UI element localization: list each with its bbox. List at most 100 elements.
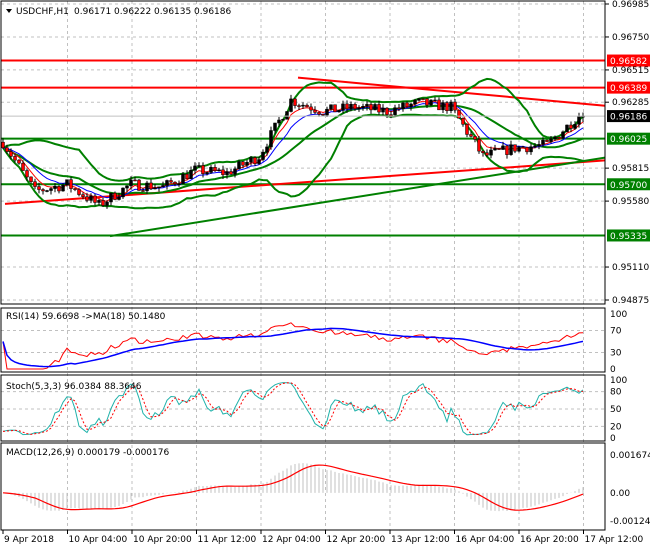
candle <box>1 141 5 149</box>
level-label-bg <box>607 81 650 94</box>
candle <box>237 161 241 170</box>
grid <box>1 1 605 530</box>
level-label-bg <box>607 132 650 145</box>
candle <box>229 171 233 175</box>
price-tick-label: 0.95110 <box>612 263 649 273</box>
level-label: 0.95335 <box>610 232 647 242</box>
candle <box>317 112 321 115</box>
candle <box>565 124 569 133</box>
candle <box>477 139 481 152</box>
candle <box>193 165 197 171</box>
candle <box>313 109 317 113</box>
candle <box>337 109 341 113</box>
candle <box>493 148 497 151</box>
stoch-signal-line <box>2 382 584 436</box>
candle <box>449 101 453 112</box>
candle <box>553 136 557 140</box>
rsi-tick-label: 100 <box>610 310 627 320</box>
price-pane[interactable] <box>1 59 606 238</box>
candle <box>377 104 381 113</box>
pane-frame <box>0 0 606 305</box>
stoch-label: Stoch(5,3,3) 96.0384 88.3646 <box>6 382 142 392</box>
candle <box>541 139 545 145</box>
x-tick-label: 12 Apr 04:00 <box>262 535 321 545</box>
rsi-tick-label: 70 <box>610 327 622 337</box>
candle <box>69 179 73 189</box>
candle <box>33 181 37 187</box>
candle <box>425 98 429 106</box>
candle <box>5 147 9 152</box>
candle <box>321 113 325 116</box>
candle <box>421 98 425 100</box>
bollinger-middle <box>2 104 584 195</box>
candle <box>253 157 257 164</box>
candle <box>169 180 173 183</box>
rsi-line <box>2 322 584 370</box>
candle <box>145 182 149 192</box>
price-tick-label: 0.96285 <box>612 98 649 108</box>
candle <box>21 162 25 171</box>
candle <box>89 195 93 201</box>
ohlc-high: 0.96222 <box>114 7 151 17</box>
ma-slow <box>2 102 584 199</box>
candle <box>177 183 181 185</box>
candle <box>497 148 501 150</box>
candle <box>325 108 329 116</box>
candle <box>261 151 265 160</box>
candle <box>513 144 517 152</box>
candle <box>281 119 285 121</box>
candle <box>481 150 485 154</box>
candle <box>249 157 253 163</box>
candle <box>525 147 529 153</box>
candle <box>465 124 469 135</box>
candle <box>121 187 125 198</box>
candle <box>49 188 53 191</box>
candle <box>341 103 345 111</box>
candle <box>545 139 549 142</box>
candle <box>461 118 465 125</box>
candle <box>309 106 313 111</box>
candle <box>245 162 249 166</box>
candle <box>65 179 69 186</box>
stoch-tick-label: 0 <box>610 434 616 444</box>
candle <box>569 124 573 129</box>
macd-tick-label: -0.001245 <box>610 517 650 527</box>
ohlc-low: 0.96135 <box>154 7 191 17</box>
candle <box>189 169 193 180</box>
candle <box>273 122 277 131</box>
candle <box>441 102 445 111</box>
price-tick-label: 0.96750 <box>612 33 649 43</box>
candle <box>417 98 421 101</box>
candle <box>25 170 29 178</box>
ohlc-open: 0.96171 <box>74 7 111 17</box>
candle <box>45 190 49 192</box>
collapse-triangle-icon[interactable] <box>6 9 12 13</box>
level-label-bg <box>607 54 650 67</box>
macd-label: MACD(12,26,9) 0.000179 -0.000176 <box>6 448 169 458</box>
candle <box>577 116 581 125</box>
candle <box>269 130 273 148</box>
candle <box>409 103 413 108</box>
stoch-tick-label: 20 <box>610 422 622 432</box>
stoch-tick-label: 50 <box>610 405 622 415</box>
level-label: 0.96582 <box>610 57 647 67</box>
level-label: 0.95700 <box>610 181 647 191</box>
candle <box>133 179 137 182</box>
candle <box>265 146 269 153</box>
candle <box>385 107 389 115</box>
candle <box>353 104 357 110</box>
trendline <box>4 159 606 205</box>
pane-frame <box>0 307 606 373</box>
candle <box>469 134 473 137</box>
candle <box>221 169 225 176</box>
candle <box>397 107 401 110</box>
candle <box>345 103 349 110</box>
candle <box>573 124 577 129</box>
candle <box>389 114 393 116</box>
candle <box>445 102 449 112</box>
stoch-main-line <box>2 382 584 436</box>
candle <box>509 144 513 155</box>
candle <box>213 167 217 171</box>
price-tick-label: 0.95815 <box>612 164 649 174</box>
